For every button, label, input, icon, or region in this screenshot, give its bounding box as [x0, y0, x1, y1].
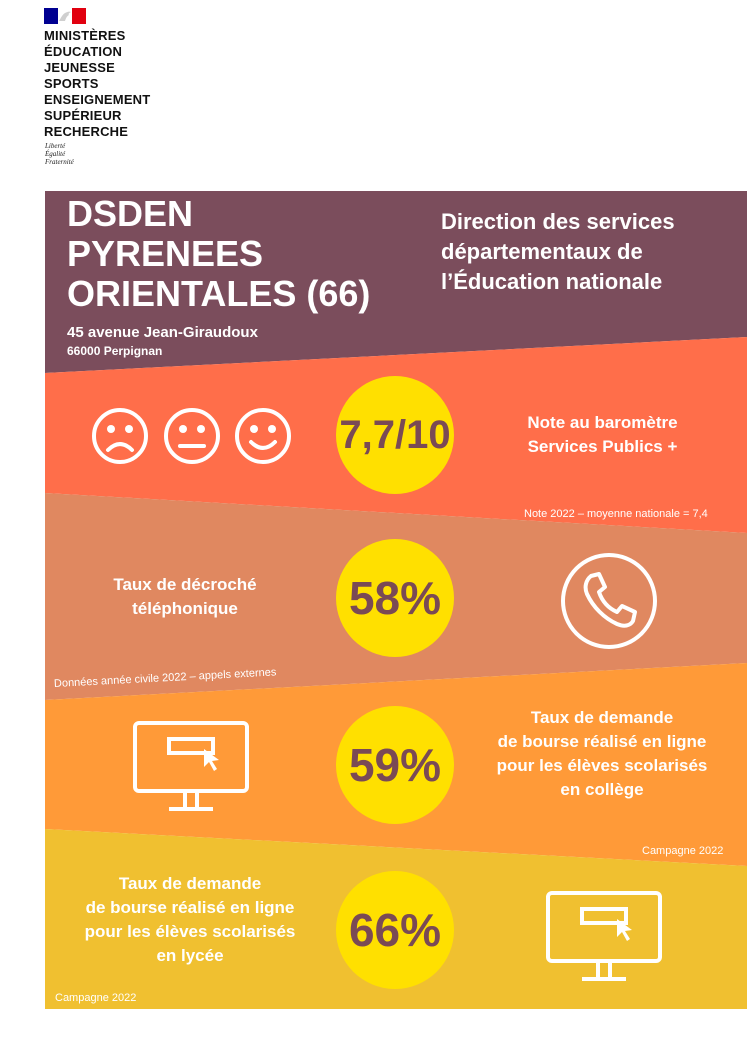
college-value: 59%: [348, 739, 442, 791]
republic-motto: Liberté Égalité Fraternité: [45, 142, 74, 166]
ministry-name: MINISTÈRES ÉDUCATION JEUNESSE SPORTS ENS…: [44, 28, 151, 139]
flag-logo: [44, 8, 86, 24]
neutral-face-icon: [164, 408, 220, 464]
computer-icon: [133, 721, 249, 811]
barometre-label: Note au baromètre Services Publics +: [527, 413, 678, 456]
title-band-bg: [45, 191, 747, 373]
decroche-value: 58%: [348, 572, 442, 624]
lycee-note: Campagne 2022: [55, 992, 137, 1004]
barometre-value: 7,7/10: [339, 412, 451, 457]
lycee-value: 66%: [348, 904, 442, 956]
sad-face-icon: [92, 408, 148, 464]
barometre-value-circle: 7,7/10: [336, 376, 454, 494]
decroche-label: Taux de décroché téléphonique: [113, 575, 257, 618]
page-title: DSDEN PYRENEES ORIENTALES (66): [67, 193, 371, 314]
college-label: Taux de demande de bourse réalisé en lig…: [496, 708, 708, 799]
college-note: Campagne 2022: [642, 845, 724, 857]
address: 45 avenue Jean-Giraudoux 66000 Perpignan: [67, 324, 258, 358]
lycee-value-circle: 66%: [336, 871, 454, 989]
computer-icon: [546, 891, 662, 981]
decroche-value-circle: 58%: [336, 539, 454, 657]
phone-icon: [561, 553, 657, 649]
lycee-label: Taux de demande de bourse réalisé en lig…: [84, 874, 296, 965]
happy-face-icon: [235, 408, 291, 464]
college-value-circle: 59%: [336, 706, 454, 824]
barometre-note: Note 2022 – moyenne nationale = 7,4: [524, 508, 708, 520]
subtitle: Direction des services départementaux de…: [441, 209, 675, 294]
